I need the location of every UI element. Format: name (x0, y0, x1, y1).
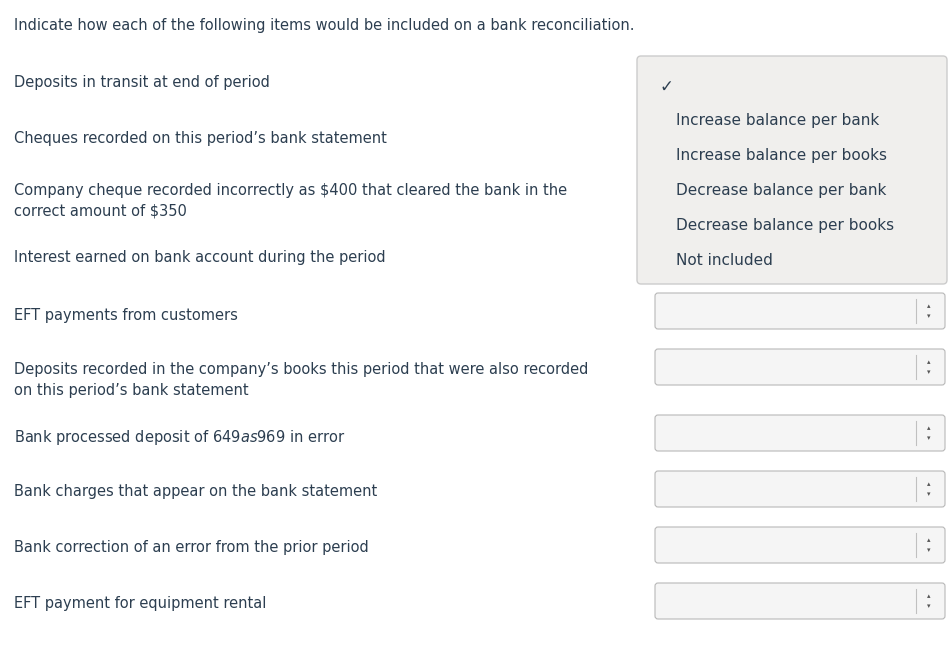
FancyBboxPatch shape (655, 349, 945, 385)
Text: ▴: ▴ (927, 303, 931, 309)
Text: Not included: Not included (676, 253, 773, 268)
Text: ▴: ▴ (927, 481, 931, 487)
Text: Decrease balance per bank: Decrease balance per bank (676, 183, 886, 198)
FancyBboxPatch shape (655, 583, 945, 619)
Text: Bank charges that appear on the bank statement: Bank charges that appear on the bank sta… (14, 484, 377, 499)
Text: EFT payments from customers: EFT payments from customers (14, 308, 238, 323)
Text: ✓: ✓ (659, 78, 673, 96)
Text: Deposits in transit at end of period: Deposits in transit at end of period (14, 75, 269, 90)
Text: ▴: ▴ (927, 359, 931, 365)
FancyBboxPatch shape (637, 56, 947, 284)
Text: ▾: ▾ (927, 491, 931, 497)
Text: Interest earned on bank account during the period: Interest earned on bank account during t… (14, 250, 386, 265)
FancyBboxPatch shape (655, 471, 945, 507)
Text: ▾: ▾ (927, 369, 931, 375)
Text: Bank correction of an error from the prior period: Bank correction of an error from the pri… (14, 540, 368, 555)
FancyBboxPatch shape (655, 293, 945, 329)
Text: ▾: ▾ (927, 313, 931, 319)
Text: ▾: ▾ (927, 435, 931, 441)
Text: EFT payment for equipment rental: EFT payment for equipment rental (14, 596, 267, 611)
Text: Bank processed deposit of $649 as $969 in error: Bank processed deposit of $649 as $969 i… (14, 428, 346, 447)
Text: ▾: ▾ (927, 603, 931, 609)
Text: Decrease balance per books: Decrease balance per books (676, 218, 894, 233)
Text: Cheques recorded on this period’s bank statement: Cheques recorded on this period’s bank s… (14, 131, 387, 146)
FancyBboxPatch shape (655, 527, 945, 563)
Text: Indicate how each of the following items would be included on a bank reconciliat: Indicate how each of the following items… (14, 18, 634, 33)
Text: Increase balance per books: Increase balance per books (676, 148, 887, 163)
FancyBboxPatch shape (655, 415, 945, 451)
Text: Increase balance per bank: Increase balance per bank (676, 113, 880, 128)
Text: Deposits recorded in the company’s books this period that were also recorded
on : Deposits recorded in the company’s books… (14, 362, 588, 398)
Text: Company cheque recorded incorrectly as $400 that cleared the bank in the
correct: Company cheque recorded incorrectly as $… (14, 183, 567, 219)
Text: ▴: ▴ (927, 425, 931, 431)
Text: ▴: ▴ (927, 537, 931, 543)
Text: ▾: ▾ (927, 547, 931, 553)
Text: ▴: ▴ (927, 593, 931, 599)
